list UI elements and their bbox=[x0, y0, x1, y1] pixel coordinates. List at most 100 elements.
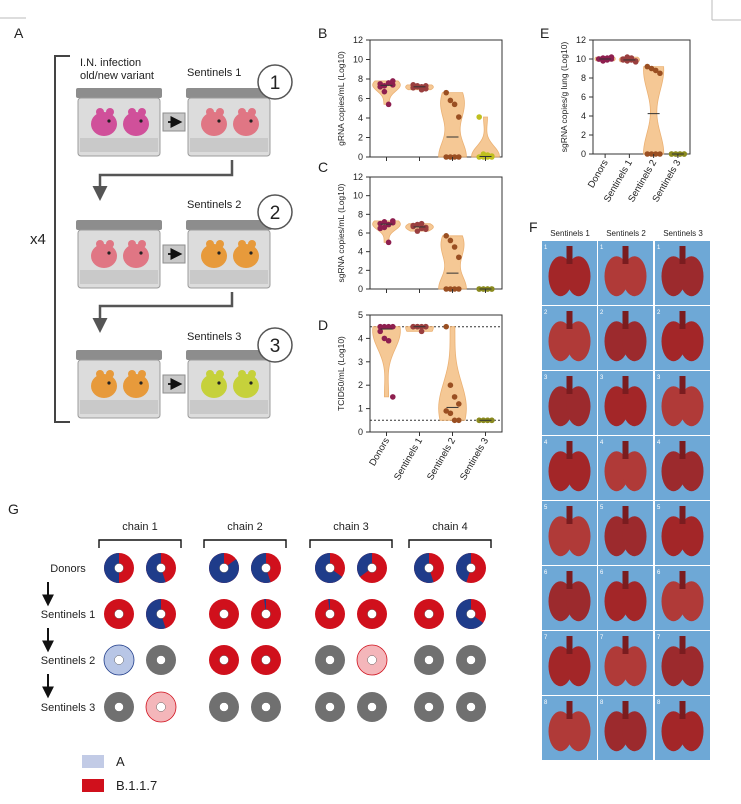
data-point bbox=[377, 323, 384, 330]
lung-image-cell: 4 bbox=[655, 436, 710, 500]
panel-letter-b: B bbox=[318, 25, 327, 41]
sentinel-cage-1-lid bbox=[186, 88, 272, 98]
data-point bbox=[451, 286, 458, 292]
hamster-ear bbox=[106, 240, 114, 248]
data-point bbox=[423, 83, 429, 89]
data-point bbox=[381, 335, 388, 342]
data-point bbox=[443, 323, 450, 330]
lung-image-cell: 1 bbox=[598, 241, 653, 305]
data-point bbox=[652, 67, 659, 74]
lung-left-lobe bbox=[661, 386, 686, 427]
data-point bbox=[381, 323, 388, 330]
lung-row-number: 4 bbox=[544, 440, 548, 446]
pie-center-hole bbox=[367, 702, 377, 712]
hamster-ear bbox=[106, 108, 114, 116]
lung-left-lobe bbox=[604, 581, 629, 622]
hamster bbox=[201, 112, 227, 136]
data-point bbox=[418, 86, 425, 93]
lung-image-cell: 1 bbox=[542, 241, 597, 305]
lung-left-lobe bbox=[548, 516, 573, 557]
legend-label-a: A bbox=[116, 754, 125, 769]
panel-c: C 0 2 4 6 8 10 12 sgRNA copies/mL (Log10) bbox=[318, 159, 503, 294]
legend-swatch-b117 bbox=[82, 779, 104, 792]
data-point bbox=[668, 151, 675, 157]
data-point bbox=[385, 101, 392, 108]
pie-center-hole bbox=[466, 563, 476, 573]
chain-bracket bbox=[98, 539, 182, 548]
data-point bbox=[390, 218, 396, 224]
lung-left-lobe bbox=[661, 516, 686, 557]
pie-center-hole bbox=[325, 655, 335, 665]
violin-shape bbox=[643, 66, 665, 155]
hamster-eye bbox=[139, 251, 143, 255]
pie-slice-a bbox=[251, 553, 271, 583]
donor-cage-3-lid bbox=[76, 350, 162, 360]
trachea bbox=[622, 636, 629, 654]
lung-image-cell: 2 bbox=[655, 306, 710, 370]
lung-right-lobe bbox=[622, 256, 647, 297]
hamster-ear bbox=[206, 370, 214, 378]
chain-bracket bbox=[309, 539, 393, 548]
variant-pie bbox=[146, 645, 176, 675]
pie-center-hole bbox=[114, 655, 124, 665]
data-point bbox=[423, 226, 429, 233]
lung-image-cell: 2 bbox=[598, 306, 653, 370]
hamster bbox=[233, 244, 259, 268]
lung-left-lobe bbox=[548, 386, 573, 427]
variant-pie bbox=[357, 692, 387, 722]
data-point bbox=[381, 88, 388, 95]
lung-right-lobe bbox=[566, 516, 591, 557]
y-tick-label: 3 bbox=[358, 357, 363, 367]
variant-pie bbox=[414, 692, 444, 722]
y-axis-label: sgRNA copies/mL (Log10) bbox=[336, 183, 346, 282]
hamster-eye bbox=[217, 119, 221, 123]
pie-slice-a bbox=[146, 599, 166, 629]
lung-left-lobe bbox=[604, 516, 629, 557]
x-tick-label: Donors bbox=[367, 436, 392, 468]
variant-pie bbox=[455, 553, 486, 583]
variant-pie bbox=[251, 692, 281, 722]
lung-right-lobe bbox=[566, 386, 591, 427]
variant-pie bbox=[146, 553, 176, 583]
hamster-ear bbox=[96, 240, 104, 248]
transfer-arrow-1 bbox=[92, 160, 234, 201]
trachea bbox=[622, 571, 629, 589]
data-point bbox=[456, 286, 462, 292]
pie-center-hole bbox=[466, 655, 476, 665]
data-point bbox=[451, 101, 458, 108]
step-1-number: 1 bbox=[270, 73, 281, 94]
lung-right-lobe bbox=[679, 256, 704, 297]
lung-left-lobe bbox=[548, 581, 573, 622]
trachea bbox=[566, 506, 573, 524]
lung-column-header: Sentinels 1 bbox=[550, 229, 590, 238]
variant-pie bbox=[456, 645, 486, 675]
variant-pie bbox=[209, 692, 239, 722]
data-point bbox=[451, 244, 458, 250]
donor-cage-1-lid bbox=[76, 88, 162, 98]
lung-right-lobe bbox=[566, 451, 591, 492]
step-1-badge bbox=[257, 64, 293, 100]
y-tick-label: 5 bbox=[358, 310, 363, 320]
pie-center-hole bbox=[424, 655, 434, 665]
trachea bbox=[566, 246, 573, 264]
lung-image-cell: 6 bbox=[655, 566, 710, 630]
y-tick-label: 10 bbox=[576, 54, 586, 64]
trachea bbox=[679, 441, 686, 459]
x-tick-label: Donors bbox=[586, 158, 611, 190]
data-point bbox=[443, 89, 450, 96]
lung-row-number: 5 bbox=[544, 505, 548, 511]
lung-right-lobe bbox=[622, 646, 647, 687]
lung-image-cell: 7 bbox=[542, 631, 597, 695]
data-point bbox=[443, 233, 450, 239]
panel-letter-d: D bbox=[318, 317, 328, 333]
lung-row-number: 2 bbox=[600, 310, 604, 316]
trachea bbox=[622, 506, 629, 524]
lung-image-cell: 6 bbox=[542, 566, 597, 630]
pie-center-hole bbox=[367, 563, 377, 573]
y-tick-label: 2 bbox=[358, 265, 363, 275]
y-axis-label: TCID50/mL (Log10) bbox=[336, 336, 346, 411]
data-point bbox=[681, 151, 687, 157]
step-2-badge bbox=[257, 194, 293, 230]
variant-label: old/new variant bbox=[80, 70, 154, 82]
plot-frame bbox=[369, 314, 503, 433]
